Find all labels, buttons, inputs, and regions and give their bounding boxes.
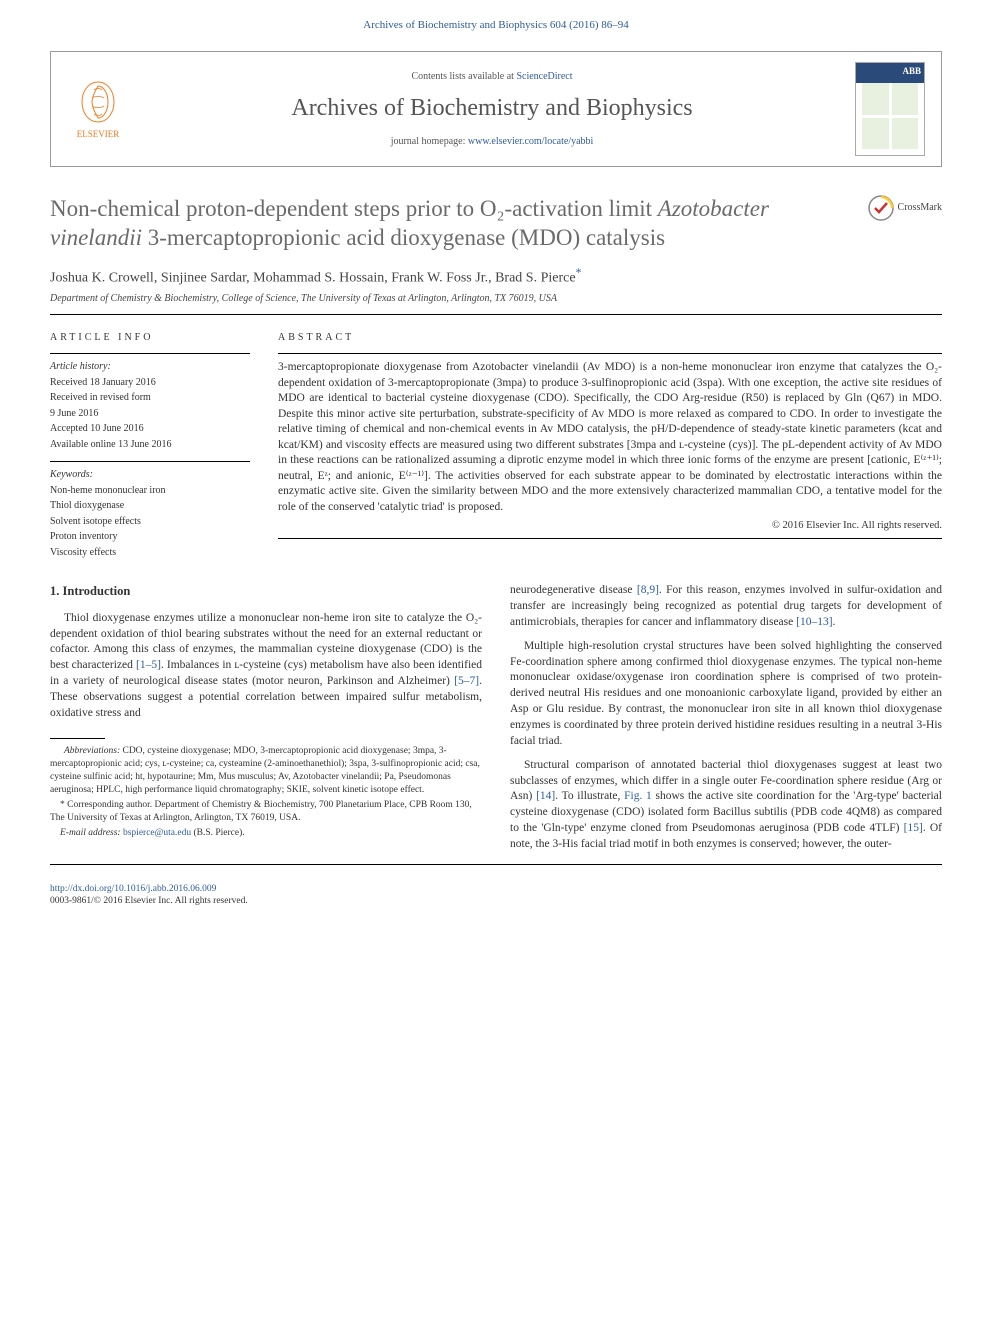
history-label: Article history: — [50, 360, 250, 374]
left-column: 1. Introduction Thiol dioxygenase enzyme… — [50, 583, 482, 861]
citation-ref[interactable]: [1–5] — [136, 659, 161, 671]
body-paragraph: Structural comparison of annotated bacte… — [510, 758, 942, 853]
figure-ref[interactable]: Fig. 1 — [624, 790, 652, 802]
citation-ref[interactable]: [10–13] — [796, 616, 832, 628]
right-column: neurodegenerative disease [8,9]. For thi… — [510, 583, 942, 861]
article-title: Non-chemical proton-dependent steps prio… — [50, 195, 852, 253]
section-heading: 1. Introduction — [50, 583, 482, 601]
body-paragraph: Thiol dioxygenase enzymes utilize a mono… — [50, 611, 482, 722]
journal-homepage-link[interactable]: www.elsevier.com/locate/yabbi — [468, 136, 593, 147]
citation-ref[interactable]: [8,9] — [637, 584, 659, 596]
contents-available-line: Contents lists available at ScienceDirec… — [141, 70, 843, 84]
keyword: Proton inventory — [50, 530, 250, 544]
elsevier-logo: ELSEVIER — [67, 74, 129, 144]
corresponding-marker: * — [576, 266, 582, 279]
citation-ref[interactable]: [14] — [536, 790, 555, 802]
title-block: Non-chemical proton-dependent steps prio… — [50, 195, 942, 253]
cover-abbrev: ABB — [902, 65, 921, 78]
affiliation: Department of Chemistry & Biochemistry, … — [50, 292, 942, 306]
body-paragraph: Multiple high-resolution crystal structu… — [510, 639, 942, 750]
crossmark-label: CrossMark — [898, 201, 942, 215]
article-info-column: ARTICLE INFO Article history: Received 1… — [50, 321, 250, 561]
keyword: Viscosity effects — [50, 546, 250, 560]
citation-ref[interactable]: [15] — [904, 822, 923, 834]
body-columns: 1. Introduction Thiol dioxygenase enzyme… — [50, 583, 942, 861]
footnote-rule — [50, 738, 105, 739]
journal-header-box: ELSEVIER Contents lists available at Sci… — [50, 51, 942, 167]
history-item: Received 18 January 2016 — [50, 376, 250, 390]
email-footnote: E-mail address: bspierce@uta.edu (B.S. P… — [50, 827, 482, 840]
abstract-text: 3-mercaptopropionate dioxygenase from Az… — [278, 356, 942, 515]
keywords-label: Keywords: — [50, 468, 250, 482]
abstract-column: ABSTRACT 3-mercaptopropionate dioxygenas… — [278, 321, 942, 561]
history-item: 9 June 2016 — [50, 407, 250, 421]
info-abstract-row: ARTICLE INFO Article history: Received 1… — [50, 321, 942, 561]
history-item: Accepted 10 June 2016 — [50, 422, 250, 436]
body-paragraph: neurodegenerative disease [8,9]. For thi… — [510, 583, 942, 631]
article-info-heading: ARTICLE INFO — [50, 321, 250, 351]
doi-link[interactable]: http://dx.doi.org/10.1016/j.abb.2016.06.… — [50, 884, 216, 894]
history-item: Available online 13 June 2016 — [50, 438, 250, 452]
rule — [50, 314, 942, 315]
elsevier-text: ELSEVIER — [77, 128, 120, 141]
abstract-heading: ABSTRACT — [278, 321, 942, 351]
keyword: Thiol dioxygenase — [50, 499, 250, 513]
issn-copyright: 0003-9861/© 2016 Elsevier Inc. All right… — [50, 896, 248, 906]
footer-rule — [50, 864, 942, 865]
doi-block: http://dx.doi.org/10.1016/j.abb.2016.06.… — [50, 883, 942, 908]
top-citation: Archives of Biochemistry and Biophysics … — [0, 0, 992, 41]
corresponding-author-footnote: * Corresponding author. Department of Ch… — [50, 799, 482, 825]
footnotes: Abbreviations: CDO, cysteine dioxygenase… — [50, 745, 482, 841]
keyword: Solvent isotope effects — [50, 515, 250, 529]
abstract-copyright: © 2016 Elsevier Inc. All rights reserved… — [278, 515, 942, 534]
authors-line: Joshua K. Crowell, Sinjinee Sardar, Moha… — [50, 265, 942, 288]
keyword: Non-heme mononuclear iron — [50, 484, 250, 498]
journal-cover-thumbnail: ABB — [855, 62, 925, 156]
sciencedirect-link[interactable]: ScienceDirect — [516, 71, 572, 82]
journal-homepage-line: journal homepage: www.elsevier.com/locat… — [141, 135, 843, 149]
header-center: Contents lists available at ScienceDirec… — [129, 70, 855, 150]
crossmark-badge[interactable]: CrossMark — [868, 195, 942, 221]
journal-name: Archives of Biochemistry and Biophysics — [141, 92, 843, 126]
history-item: Received in revised form — [50, 391, 250, 405]
email-link[interactable]: bspierce@uta.edu — [123, 828, 191, 838]
abbreviations-footnote: Abbreviations: CDO, cysteine dioxygenase… — [50, 745, 482, 797]
citation-ref[interactable]: [5–7] — [454, 675, 479, 687]
